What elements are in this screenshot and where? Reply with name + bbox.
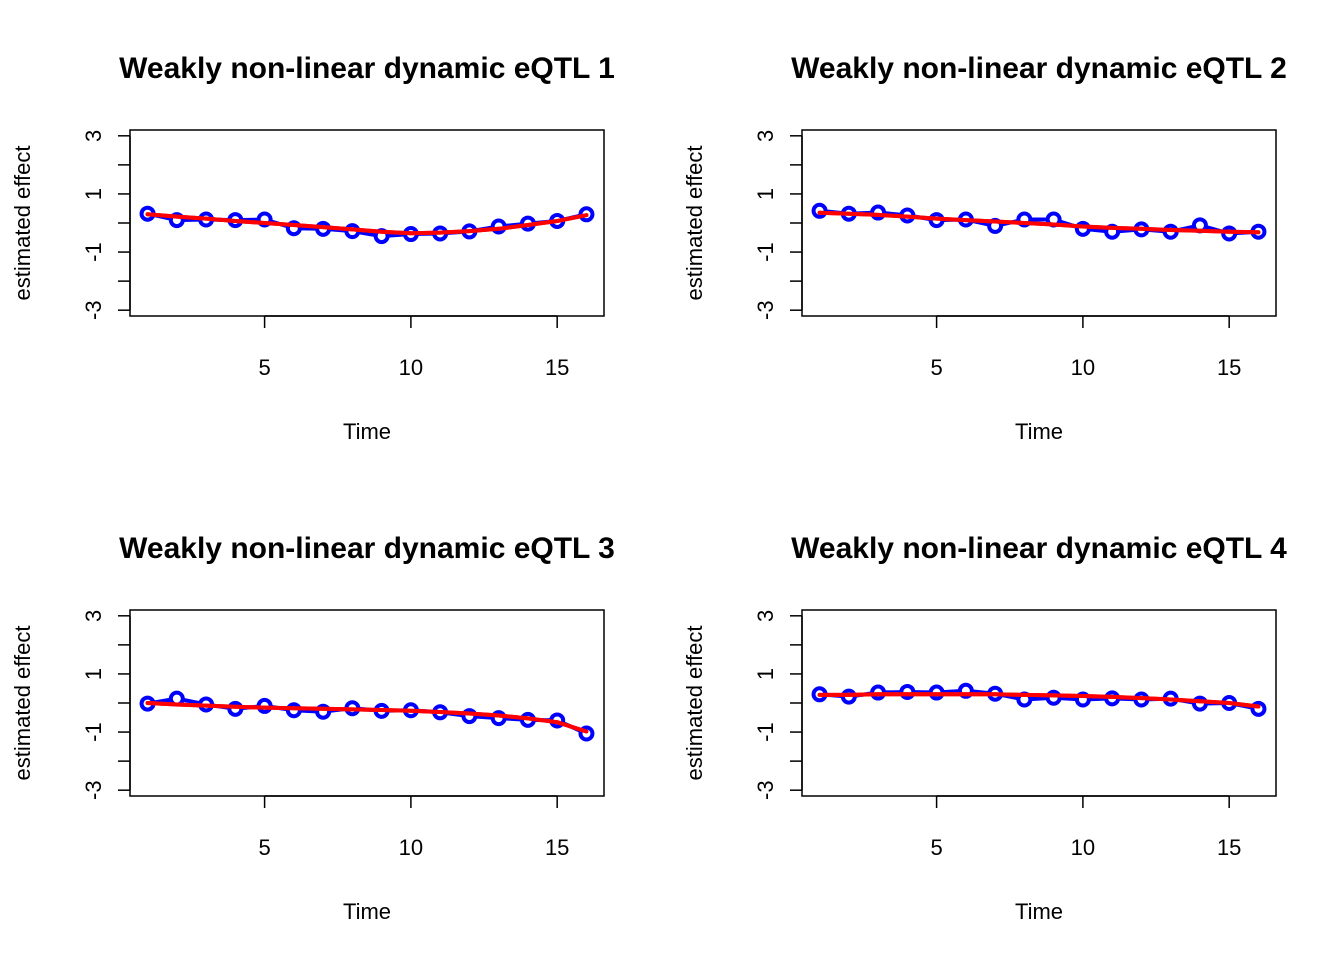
- y-tick-label: -1: [753, 242, 778, 262]
- x-axis-label: Time: [343, 419, 391, 444]
- y-tick-label: 1: [81, 668, 106, 680]
- y-tick-label: 3: [81, 130, 106, 142]
- x-axis-label: Time: [1015, 419, 1063, 444]
- fitted-series-line-overlay: [817, 692, 1261, 709]
- y-axis-label: estimated effect: [10, 626, 35, 781]
- x-tick-label: 5: [930, 355, 942, 380]
- y-tick-label: -3: [753, 780, 778, 800]
- x-tick-label: 15: [545, 835, 569, 860]
- x-axis-label: Time: [1015, 899, 1063, 924]
- x-tick-label: 15: [1217, 835, 1241, 860]
- x-tick-label: 5: [930, 835, 942, 860]
- y-tick-label: 3: [753, 130, 778, 142]
- y-tick-label: 1: [753, 188, 778, 200]
- x-tick-label: 15: [545, 355, 569, 380]
- y-tick-label: -1: [81, 242, 106, 262]
- x-tick-label: 10: [1071, 835, 1095, 860]
- fitted-series-line-overlay: [145, 701, 589, 734]
- x-tick-label: 5: [258, 355, 270, 380]
- chart-panel-3: Weakly non-linear dynamic eQTL 3 5 10 15 -3 -…: [10, 532, 615, 924]
- y-tick-label: 3: [753, 610, 778, 622]
- x-tick-label: 10: [399, 355, 423, 380]
- chart-title: Weakly non-linear dynamic eQTL 3: [119, 532, 615, 565]
- x-tick-label: 5: [258, 835, 270, 860]
- x-axis-label: Time: [343, 899, 391, 924]
- chart-title: Weakly non-linear dynamic eQTL 1: [119, 52, 615, 85]
- data-point: [811, 202, 828, 219]
- fitted-series-line-overlay: [145, 212, 589, 236]
- x-tick-label: 10: [399, 835, 423, 860]
- chart-title: Weakly non-linear dynamic eQTL 2: [791, 52, 1287, 85]
- chart-title: Weakly non-linear dynamic eQTL 4: [791, 532, 1287, 565]
- chart-panel-4: Weakly non-linear dynamic eQTL 4 5 10 15 -3 -…: [682, 532, 1287, 924]
- y-tick-label: 1: [81, 188, 106, 200]
- y-tick-label: 1: [753, 668, 778, 680]
- y-tick-label: -1: [753, 722, 778, 742]
- y-tick-label: -3: [81, 300, 106, 320]
- chart-panel-1: Weakly non-linear dynamic eQTL 1 5 10 15 -3 -…: [10, 52, 615, 444]
- y-axis-label: estimated effect: [10, 146, 35, 301]
- chart-panel-2: Weakly non-linear dynamic eQTL 2 5 10 15 -3 -…: [682, 52, 1287, 444]
- x-tick-label: 10: [1071, 355, 1095, 380]
- y-axis-label: estimated effect: [682, 146, 707, 301]
- y-tick-label: -3: [753, 300, 778, 320]
- y-tick-label: -1: [81, 722, 106, 742]
- x-tick-label: 15: [1217, 355, 1241, 380]
- y-axis-label: estimated effect: [682, 626, 707, 781]
- fitted-series-line-overlay: [817, 210, 1261, 235]
- y-tick-label: 3: [81, 610, 106, 622]
- y-tick-label: -3: [81, 780, 106, 800]
